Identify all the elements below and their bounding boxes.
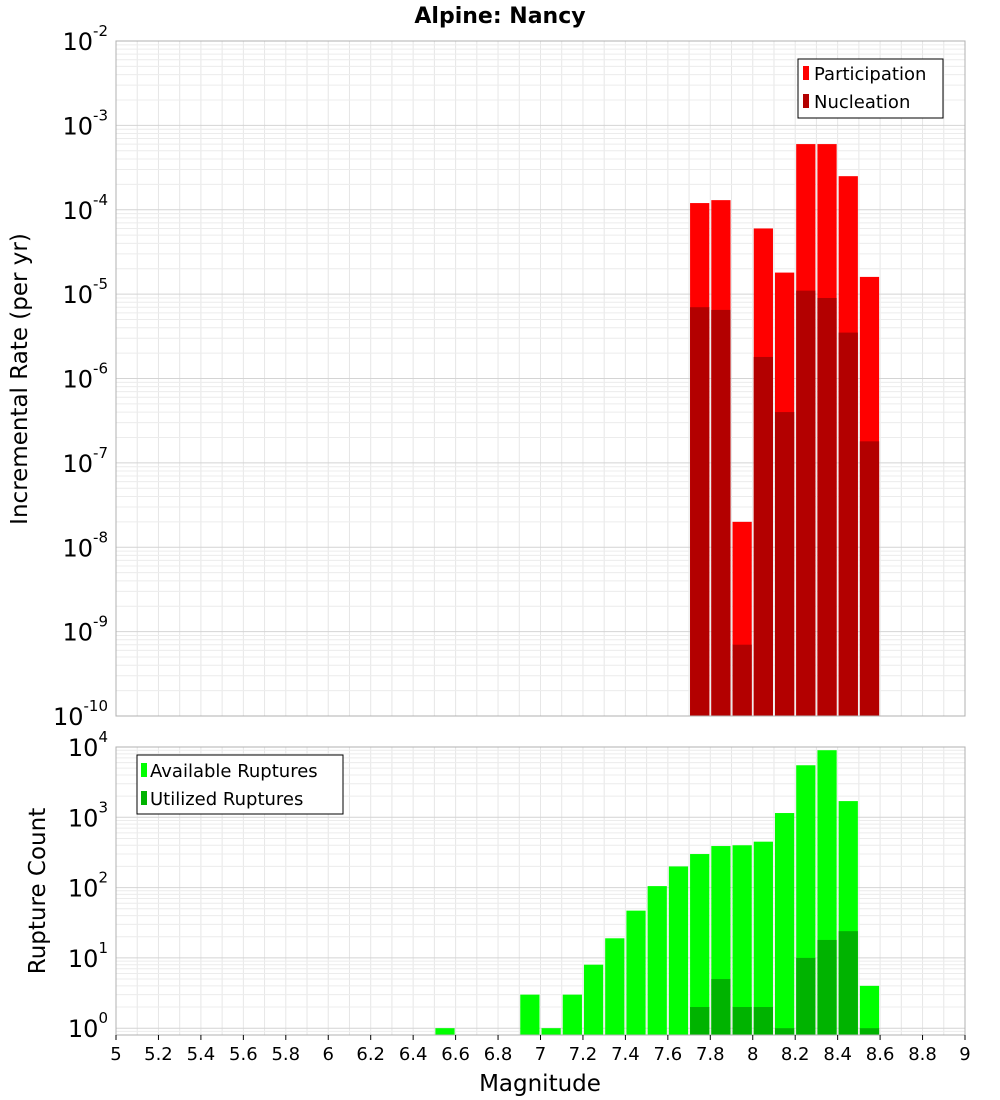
x-tick-label: 8	[747, 1044, 758, 1065]
y-tick-label: 10-5	[62, 275, 108, 309]
utilized-bar	[838, 931, 858, 1035]
x-tick-label: 8.6	[866, 1044, 895, 1065]
available-bar	[626, 910, 646, 1035]
x-tick-label: 7.4	[611, 1044, 640, 1065]
x-tick-label: 5	[110, 1044, 121, 1065]
x-tick-label: 6.6	[441, 1044, 470, 1065]
available-bar	[435, 1028, 455, 1035]
x-axis-label: Magnitude	[479, 1071, 601, 1097]
x-tick-label: 7.8	[696, 1044, 725, 1065]
y-tick-label: 10-2	[62, 22, 108, 56]
rate-legend-box	[797, 58, 944, 119]
utilized-bar	[753, 1007, 773, 1035]
available-bar	[859, 985, 880, 1035]
y-tick-label: 103	[68, 798, 108, 832]
y-tick-label: 100	[68, 1009, 108, 1043]
x-tick-label: 5.4	[187, 1044, 216, 1065]
rate-panel: 10-10 10-9 10-8 10-7 10-6 10-5 10-4 10-3 10-2 In…	[7, 22, 966, 731]
x-tick-label: 6.2	[356, 1044, 385, 1065]
count-x-ticks: 5 5.2 5.4 5.6 5.8 6 6.2 6.4 6.6 6.8 7 7.2 7.4 7.6 7.8 8…	[110, 1035, 971, 1065]
x-tick-label: 6.8	[484, 1044, 513, 1065]
chart-title: Alpine: Nancy	[414, 4, 585, 29]
y-tick-label: 10-3	[62, 106, 108, 140]
x-tick-label: 5.6	[229, 1044, 258, 1065]
legend-label-available: Available Ruptures	[150, 761, 318, 782]
rate-plot-border	[115, 40, 966, 717]
count-legend-box	[136, 754, 344, 815]
nucleation-bar	[690, 307, 710, 716]
count-legend: Available Ruptures Utilized Ruptures	[136, 754, 344, 815]
rate-gridlines	[115, 40, 966, 717]
available-bar	[753, 841, 773, 1035]
x-tick-label: 7.2	[569, 1044, 598, 1065]
legend-label-nucleation: Nucleation	[814, 92, 910, 113]
x-tick-label: 5.2	[144, 1044, 173, 1065]
count-y-axis-label: Rupture Count	[25, 808, 51, 974]
y-tick-label: 10-8	[62, 528, 108, 562]
legend-swatch-participation	[803, 66, 809, 80]
available-bar	[690, 854, 710, 1035]
available-bar	[583, 964, 604, 1035]
x-tick-label: 6.4	[399, 1044, 428, 1065]
x-tick-label: 8.2	[781, 1044, 810, 1065]
y-tick-label: 104	[68, 728, 108, 762]
utilized-bar	[774, 1028, 795, 1035]
rate-y-ticks: 10-10 10-9 10-8 10-7 10-6 10-5 10-4 10-3 10-2	[53, 22, 108, 731]
nucleation-bar	[711, 309, 731, 716]
x-tick-label: 8.8	[908, 1044, 937, 1065]
legend-swatch-available	[141, 763, 147, 777]
rate-legend: Participation Nucleation	[797, 58, 944, 119]
y-tick-label: 10-10	[53, 697, 108, 731]
rate-bars	[690, 144, 880, 716]
x-tick-label: 9	[959, 1044, 970, 1065]
y-tick-label: 101	[68, 939, 108, 973]
nucleation-bar	[732, 644, 752, 716]
x-tick-label: 7	[535, 1044, 546, 1065]
y-tick-label: 10-6	[62, 360, 108, 394]
available-bar	[647, 886, 667, 1035]
nucleation-bar	[838, 332, 858, 716]
available-bar	[668, 866, 689, 1035]
nucleation-bar	[859, 441, 880, 716]
rate-y-axis-label: Incremental Rate (per yr)	[7, 233, 33, 525]
utilized-bar	[796, 957, 816, 1035]
y-tick-label: 10-7	[62, 444, 108, 478]
available-bar	[541, 1028, 561, 1035]
utilized-bar	[711, 979, 731, 1035]
y-tick-label: 10-4	[62, 191, 108, 225]
x-tick-label: 5.8	[271, 1044, 300, 1065]
available-bar	[520, 994, 540, 1035]
available-bar	[732, 845, 752, 1035]
count-panel: 100 101 102 103 104 5 5.2 5.4 5.6 5.8 6 6.2 6.4 6.6 6…	[25, 728, 971, 1097]
available-bar	[774, 813, 795, 1035]
nucleation-bar	[753, 356, 773, 716]
utilized-bar	[817, 939, 837, 1035]
legend-swatch-nucleation	[803, 94, 809, 108]
x-tick-label: 7.6	[654, 1044, 683, 1065]
count-bars	[435, 750, 880, 1035]
legend-label-utilized: Utilized Ruptures	[150, 789, 303, 810]
nucleation-bar	[774, 412, 795, 716]
utilized-bar	[732, 1007, 752, 1035]
available-bar	[562, 994, 582, 1035]
utilized-bar	[690, 1007, 710, 1035]
y-tick-label: 102	[68, 869, 108, 903]
y-tick-label: 10-9	[62, 613, 108, 647]
utilized-bar	[859, 1028, 880, 1035]
count-y-ticks: 100 101 102 103 104	[68, 728, 108, 1043]
available-bar	[605, 938, 625, 1035]
legend-label-participation: Participation	[814, 64, 926, 85]
x-tick-label: 6	[323, 1044, 334, 1065]
nucleation-bar	[796, 290, 816, 716]
nucleation-bar	[817, 297, 837, 716]
x-tick-label: 8.4	[823, 1044, 852, 1065]
legend-swatch-utilized	[141, 791, 147, 805]
